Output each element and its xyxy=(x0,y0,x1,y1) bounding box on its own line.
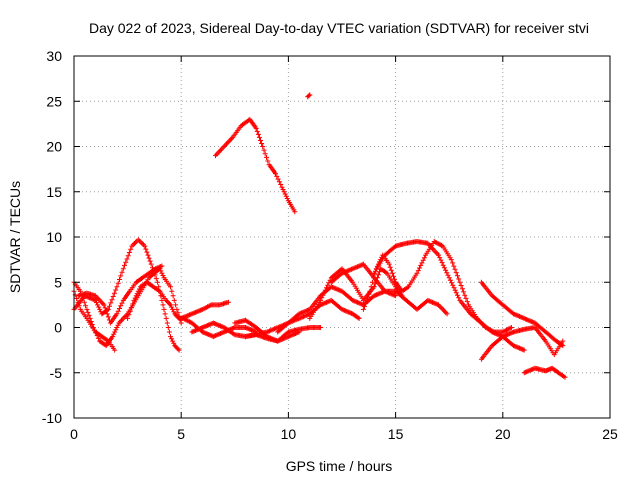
data-series xyxy=(371,239,527,353)
y-tick-label: 20 xyxy=(46,139,62,155)
data-series xyxy=(307,266,405,321)
x-tick-label: 15 xyxy=(388,426,404,442)
y-axis-label: SDTVAR / TECUs xyxy=(7,181,23,293)
x-tick-label: 25 xyxy=(602,426,618,442)
data-series xyxy=(521,365,568,380)
y-tick-label: 10 xyxy=(46,229,62,245)
data-series xyxy=(478,279,566,349)
x-tick-label: 0 xyxy=(70,426,78,442)
data-point-markers xyxy=(307,266,405,321)
y-tick-label: 5 xyxy=(54,274,62,290)
data-point-markers xyxy=(213,116,298,215)
data-point-markers xyxy=(75,263,165,326)
data-point-markers xyxy=(178,299,231,321)
data-point-markers xyxy=(71,266,184,349)
data-series xyxy=(305,92,313,100)
x-tick-label: 5 xyxy=(177,426,185,442)
y-tick-label: 30 xyxy=(46,48,62,64)
data-series xyxy=(178,299,231,321)
data-point-markers xyxy=(478,279,566,349)
data-point-markers xyxy=(243,297,362,340)
data-series xyxy=(213,116,298,215)
grid xyxy=(74,56,610,418)
y-tick-label: -10 xyxy=(42,410,62,426)
axes: 0 5 10 15 20 25 -10 -5 0 5 10 15 20 25 30 xyxy=(42,48,618,442)
data-point-markers xyxy=(371,239,527,353)
plot-area xyxy=(71,92,568,380)
y-tick-label: -5 xyxy=(50,365,63,381)
y-tick-label: 15 xyxy=(46,184,62,200)
x-axis-label: GPS time / hours xyxy=(286,458,393,474)
y-tick-label: 0 xyxy=(54,320,62,336)
data-point-markers xyxy=(305,92,313,100)
x-tick-label: 20 xyxy=(495,426,511,442)
y-tick-label: 25 xyxy=(46,93,62,109)
data-series xyxy=(75,263,165,326)
data-series xyxy=(71,266,184,349)
chart-title: Day 022 of 2023, Sidereal Day-to-day VTE… xyxy=(89,20,589,36)
x-tick-label: 10 xyxy=(281,426,297,442)
data-series xyxy=(243,297,362,340)
data-point-markers xyxy=(478,325,566,362)
data-series xyxy=(478,325,566,362)
data-point-markers xyxy=(521,365,568,380)
